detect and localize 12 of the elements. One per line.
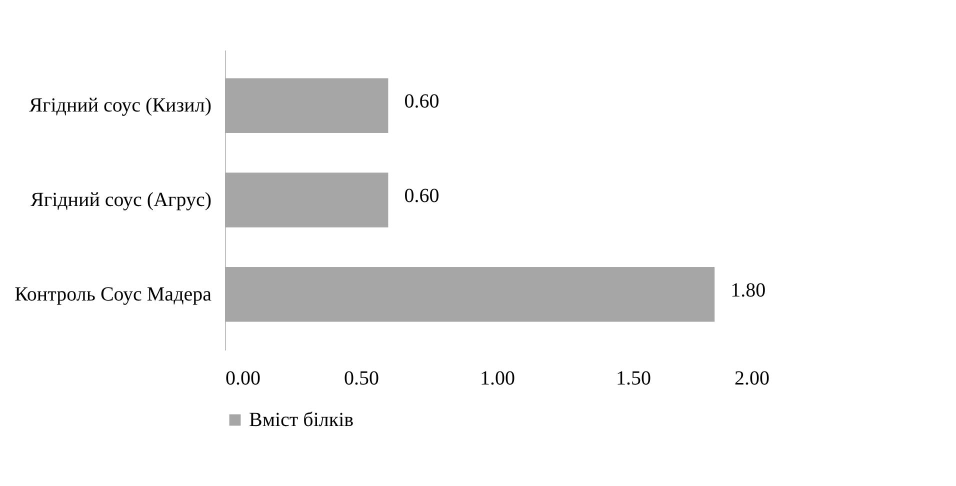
x-tick-label: 2.00 [734,368,770,390]
x-tick-label: 1.00 [480,368,515,390]
y-tick-label: Контроль Соус Мадера [14,283,212,306]
data-label: 0.60 [404,185,440,207]
x-tick-label: 0.50 [344,368,379,390]
legend-label: Вміст білків [249,409,354,431]
x-tick-label: 0.00 [226,368,260,390]
y-tick-label: Ягідний соус (Кизил) [29,94,212,117]
data-label: 1.80 [730,279,766,302]
x-tick-label: 1.50 [616,368,651,390]
y-tick-label: Ягідний соус (Агрус) [30,189,212,211]
data-label: 0.60 [404,90,440,113]
